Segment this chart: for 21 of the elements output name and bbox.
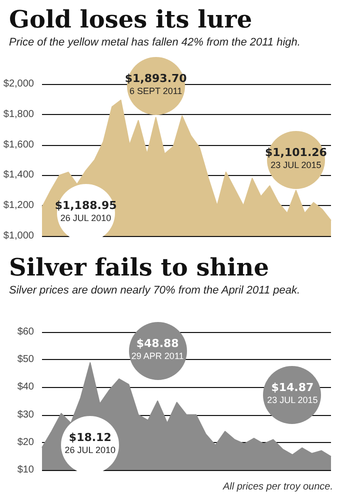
y-tick-label: $20 [17, 436, 34, 448]
text: All prices per troy ounce. [222, 482, 334, 492]
chart-subtitle: Silver prices are down nearly 70% from the April 2011 peak. [9, 284, 300, 296]
y-tick-label: $1,400 [3, 170, 34, 181]
chart-subtitle: Price of the yellow metal has fallen 42% from the 2011 high. [9, 36, 300, 48]
y-tick-label: $30 [17, 409, 34, 420]
y-tick-label: $2,000 [3, 78, 34, 90]
y-tick-label: $1,800 [3, 108, 34, 120]
y-tick-label: $40 [17, 382, 34, 393]
annotation: $1,188.95 26 JUL 2010 [54, 199, 118, 226]
chart-title: Silver fails to shine [9, 252, 270, 282]
y-tick-label: $50 [17, 354, 34, 366]
y-tick-label: $1,600 [3, 139, 34, 150]
annotation: $14.87 23 JUL 2015 [266, 381, 319, 408]
annotation: $18.12 26 JUL 2010 [64, 431, 117, 458]
y-tick-label: $10 [17, 464, 34, 476]
y-tick-label: $60 [17, 326, 34, 338]
annotation: $48.88 29 APR 2011 [130, 337, 185, 364]
y-tick-label: $1,000 [3, 230, 34, 242]
y-tick-label: $1,200 [3, 200, 34, 212]
chart-title: Gold loses its lure [9, 4, 252, 34]
